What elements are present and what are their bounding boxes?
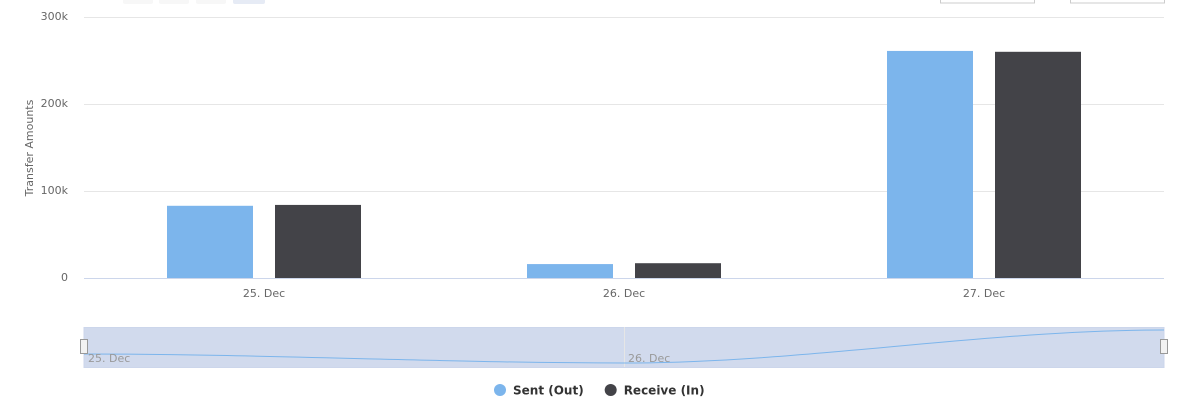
date-input[interactable] bbox=[1070, 0, 1165, 4]
navigator-label: 26. Dec bbox=[628, 352, 670, 365]
y-tick-label: 200k bbox=[41, 97, 69, 110]
bar[interactable] bbox=[995, 51, 1081, 278]
bar[interactable] bbox=[275, 204, 361, 278]
bar[interactable] bbox=[527, 264, 613, 278]
x-tick-label: 26. Dec bbox=[603, 287, 645, 300]
navigator-label: 25. Dec bbox=[88, 352, 130, 365]
date-input[interactable] bbox=[940, 0, 1035, 4]
x-tick-label: 25. Dec bbox=[243, 287, 285, 300]
legend-label[interactable]: Sent (Out) bbox=[513, 384, 584, 398]
bar[interactable] bbox=[887, 50, 973, 279]
y-tick-label: 0 bbox=[61, 271, 68, 284]
bar[interactable] bbox=[167, 205, 253, 278]
range-button[interactable] bbox=[233, 0, 265, 4]
legend-symbol[interactable] bbox=[494, 384, 506, 396]
y-tick-label: 100k bbox=[41, 184, 69, 197]
navigator-handle[interactable] bbox=[80, 339, 88, 354]
legend-label[interactable]: Receive (In) bbox=[624, 384, 705, 398]
range-button[interactable] bbox=[196, 0, 226, 4]
navigator-handle[interactable] bbox=[1160, 339, 1168, 354]
navigator-series bbox=[83, 329, 1165, 364]
range-button[interactable] bbox=[123, 0, 153, 4]
y-axis-label: Transfer Amounts bbox=[23, 99, 36, 197]
x-tick-label: 27. Dec bbox=[963, 287, 1005, 300]
y-tick-label: 300k bbox=[41, 10, 69, 23]
legend-symbol[interactable] bbox=[604, 384, 617, 396]
bar[interactable] bbox=[635, 263, 721, 278]
range-button[interactable] bbox=[159, 0, 189, 4]
